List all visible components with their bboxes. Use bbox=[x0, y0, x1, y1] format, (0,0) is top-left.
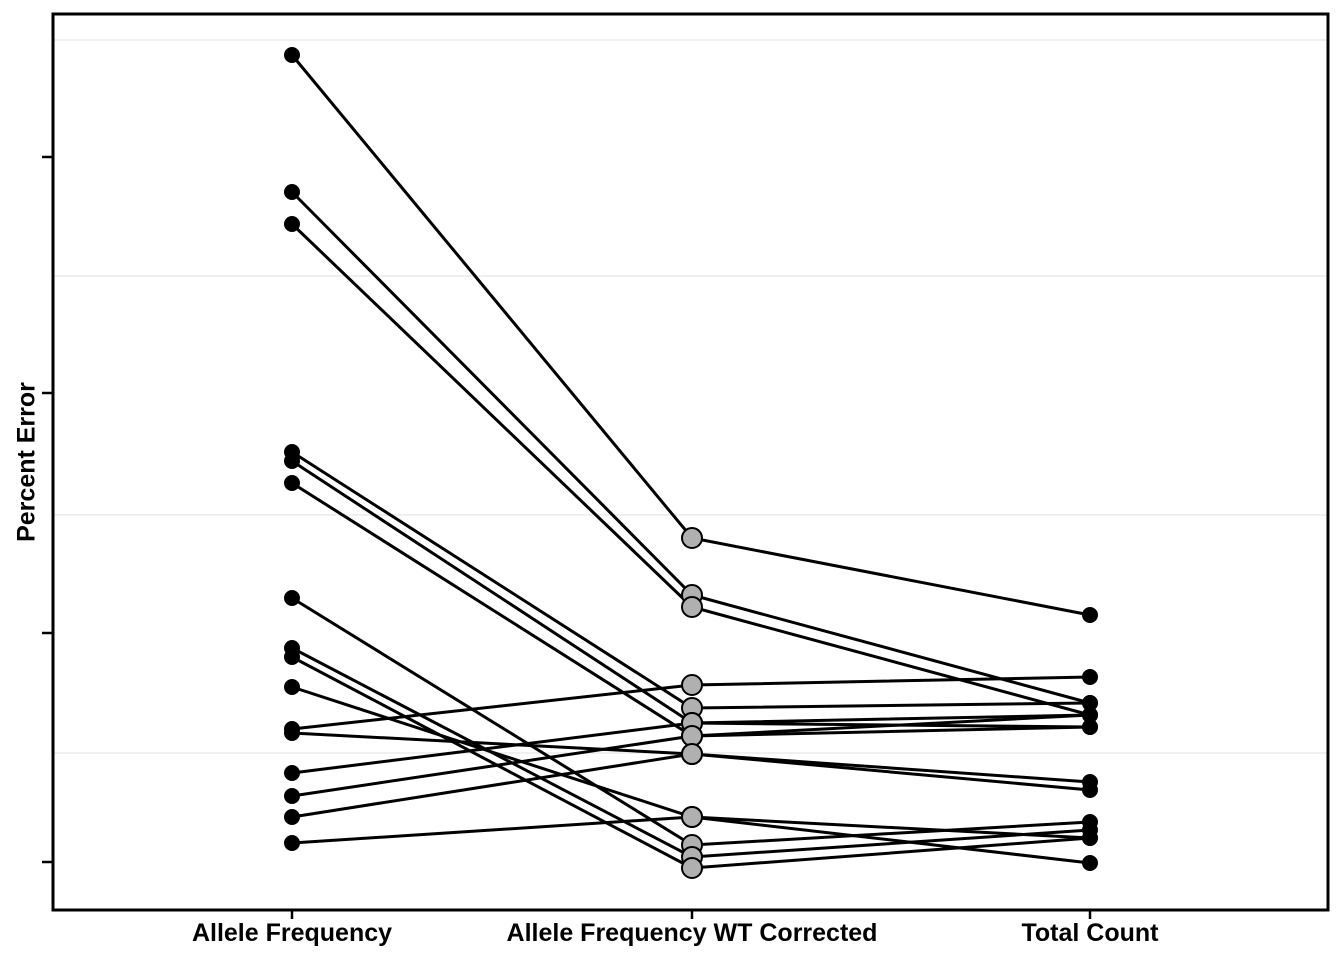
endpoint-left bbox=[284, 590, 300, 606]
endpoint-left bbox=[284, 47, 300, 63]
x-axis-label-allele-frequency-wt-corrected: Allele Frequency WT Corrected bbox=[506, 919, 878, 947]
y-axis-label: Percent Error bbox=[12, 382, 41, 542]
endpoint-left bbox=[284, 453, 300, 469]
endpoint-right bbox=[1082, 855, 1098, 871]
endpoint-left bbox=[284, 184, 300, 200]
x-axis-label-allele-frequency: Allele Frequency bbox=[191, 919, 393, 947]
endpoint-right bbox=[1082, 695, 1098, 711]
midpoint-marker bbox=[681, 527, 703, 549]
endpoint-right bbox=[1082, 719, 1098, 735]
midpoint-marker bbox=[681, 674, 703, 696]
midpoint-marker bbox=[681, 857, 703, 879]
endpoint-left bbox=[284, 788, 300, 804]
endpoint-right bbox=[1082, 607, 1098, 623]
midpoint-marker bbox=[681, 743, 703, 765]
endpoint-left bbox=[284, 649, 300, 665]
endpoint-right bbox=[1082, 782, 1098, 798]
plot-panel bbox=[53, 14, 1328, 910]
endpoint-left bbox=[284, 765, 300, 781]
endpoint-right bbox=[1082, 707, 1098, 723]
endpoint-left bbox=[284, 835, 300, 851]
endpoint-right bbox=[1082, 830, 1098, 846]
endpoint-left bbox=[284, 216, 300, 232]
endpoint-left bbox=[284, 725, 300, 741]
panel-border bbox=[51, 12, 1330, 912]
endpoint-left bbox=[284, 809, 300, 825]
midpoint-marker bbox=[681, 596, 703, 618]
x-axis-label-total-count: Total Count bbox=[1021, 919, 1159, 947]
endpoint-right bbox=[1082, 669, 1098, 685]
endpoint-left bbox=[284, 679, 300, 695]
midpoint-marker bbox=[681, 806, 703, 828]
endpoint-left bbox=[284, 475, 300, 491]
